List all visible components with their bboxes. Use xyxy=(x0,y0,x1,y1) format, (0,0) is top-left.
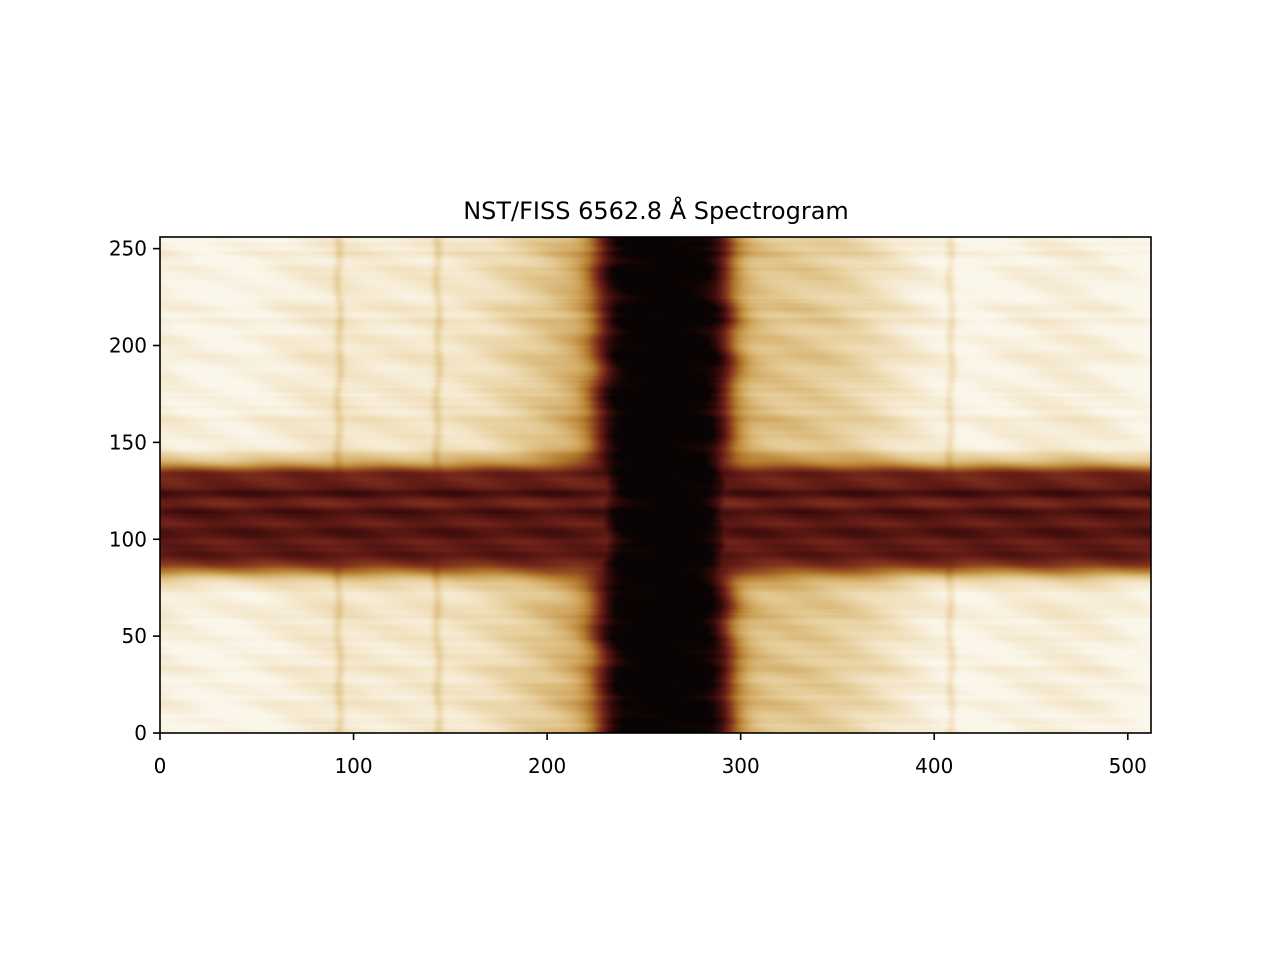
x-tick-label: 300 xyxy=(722,754,760,778)
y-axis: 0 50 100 150 200 250 xyxy=(109,237,160,745)
y-tick-label: 250 xyxy=(109,237,147,261)
x-tick-label: 100 xyxy=(334,754,372,778)
y-tick-label: 150 xyxy=(109,430,147,454)
chart-title: NST/FISS 6562.8 Å Spectrogram xyxy=(463,196,849,225)
y-tick-label: 100 xyxy=(109,527,147,551)
heatmap-image xyxy=(160,237,1151,733)
plot-frame xyxy=(159,236,1152,734)
x-tick-label: 400 xyxy=(915,754,953,778)
y-tick-label: 200 xyxy=(109,334,147,358)
x-tick-label: 200 xyxy=(528,754,566,778)
y-tick-label: 0 xyxy=(134,721,147,745)
x-tick-label: 500 xyxy=(1109,754,1147,778)
x-axis: 0 100 200 300 400 500 xyxy=(154,733,1147,778)
x-tick-label: 0 xyxy=(154,754,167,778)
y-tick-label: 50 xyxy=(122,624,147,648)
